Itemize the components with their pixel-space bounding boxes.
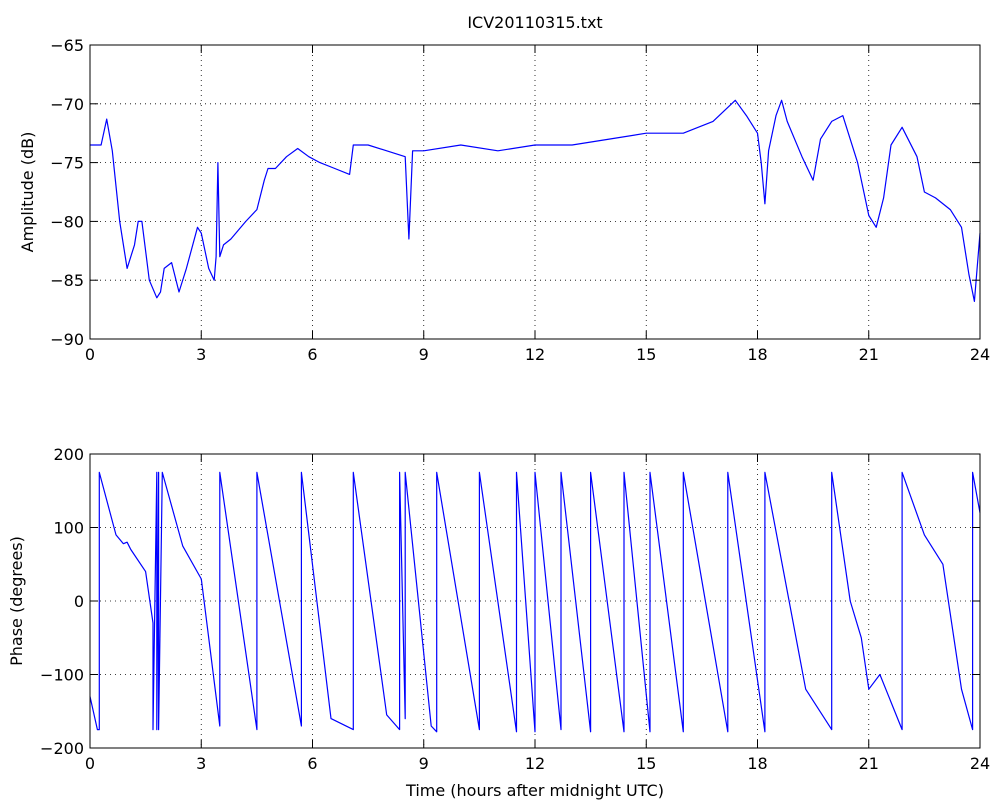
- x-tick-label: 3: [196, 345, 206, 364]
- y-tick-label: −90: [50, 330, 84, 349]
- amplitude-y-label: Amplitude (dB): [18, 132, 37, 253]
- y-tick-label: −65: [50, 36, 84, 55]
- amplitude-panel: ICV20110315.txt 0 3 6 9 12 15 18 21 24 −90 −85 −80 −…: [18, 13, 990, 364]
- x-tick-label: 12: [525, 345, 545, 364]
- phase-series: [89, 471, 981, 733]
- x-tick-label: 6: [307, 754, 317, 773]
- series-line-0: [89, 471, 981, 733]
- x-tick-label: 24: [970, 754, 990, 773]
- y-tick-label: 0: [74, 592, 84, 611]
- x-tick-label: 21: [859, 754, 879, 773]
- x-tick-label: 3: [196, 754, 206, 773]
- amplitude-axes-frame: [89, 44, 981, 340]
- y-tick-label: 200: [53, 445, 84, 464]
- amplitude-ticks: 0 3 6 9 12 15 18 21 24 −90 −85 −80 −75 −70 −65: [50, 36, 990, 364]
- y-tick-label: −85: [50, 271, 84, 290]
- x-tick-label: 15: [636, 754, 656, 773]
- amplitude-series: [90, 99, 981, 302]
- y-tick-label: −70: [50, 95, 84, 114]
- phase-y-label: Phase (degrees): [7, 536, 26, 666]
- x-tick-label: 18: [747, 754, 767, 773]
- y-tick-label: 100: [53, 519, 84, 538]
- x-tick-label: 21: [859, 345, 879, 364]
- x-tick-label: 9: [419, 754, 429, 773]
- chart-title: ICV20110315.txt: [467, 13, 602, 32]
- phase-ticks: 0 3 6 9 12 15 18 21 24 −200 −100 0 100 200: [40, 445, 990, 773]
- x-tick-label: 24: [970, 345, 990, 364]
- y-tick-label: −75: [50, 154, 84, 173]
- amplitude-grid: [90, 45, 980, 339]
- y-tick-label: −100: [40, 666, 84, 685]
- x-tick-label: 12: [525, 754, 545, 773]
- x-tick-label: 0: [85, 345, 95, 364]
- x-axis-label: Time (hours after midnight UTC): [405, 781, 664, 800]
- y-tick-label: −200: [40, 739, 84, 758]
- x-tick-label: 9: [419, 345, 429, 364]
- y-tick-label: −80: [50, 212, 84, 231]
- x-tick-label: 6: [307, 345, 317, 364]
- x-tick-label: 15: [636, 345, 656, 364]
- x-tick-label: 18: [747, 345, 767, 364]
- series-line-0: [90, 99, 981, 302]
- phase-panel: 0 3 6 9 12 15 18 21 24 −200 −100 0 100 200 Phase (deg…: [7, 445, 990, 800]
- x-tick-label: 0: [85, 754, 95, 773]
